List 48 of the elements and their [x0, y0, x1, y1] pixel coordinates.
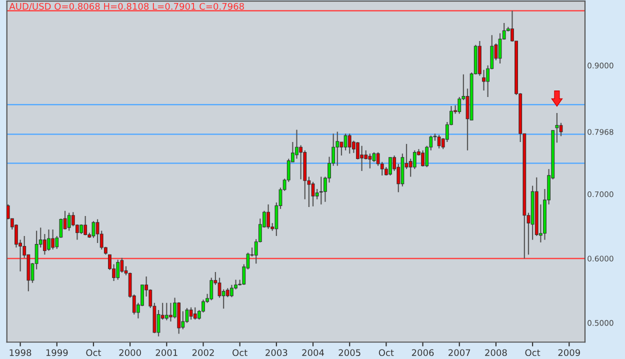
candlestick	[360, 145, 364, 172]
candlestick	[42, 233, 46, 256]
candlestick	[421, 150, 424, 168]
x-tick-label: 2007	[448, 349, 470, 356]
candlestick	[266, 204, 270, 230]
x-tick-label: 2005	[338, 349, 360, 356]
candlestick	[116, 259, 120, 280]
x-tick-label: Oct	[525, 349, 540, 356]
x-tick-label: Oct	[232, 349, 248, 356]
candlestick	[388, 156, 392, 176]
candlestick	[559, 122, 563, 137]
candlestick	[226, 288, 230, 298]
candlestick	[67, 212, 71, 232]
candlestick	[92, 220, 96, 238]
x-tick-label: 1998	[10, 349, 32, 356]
x-tick-label: Oct	[378, 349, 394, 356]
x-tick-label: 2004	[302, 349, 324, 356]
candlestick	[189, 306, 193, 320]
x-tick-label: Oct	[86, 349, 102, 356]
candlestick	[84, 215, 88, 236]
x-tick-label: 2008	[485, 349, 507, 356]
candlestick	[164, 302, 168, 321]
candlestick	[368, 153, 372, 169]
candlestick	[319, 176, 323, 205]
candlestick	[193, 306, 197, 320]
x-tick-label: 2000	[119, 349, 141, 356]
candlestick	[458, 96, 462, 114]
x-tick-label: 2006	[412, 349, 434, 356]
candlestick	[348, 133, 352, 154]
candlestick	[498, 32, 502, 64]
candlestick	[311, 181, 315, 207]
x-tick-label: 2001	[156, 349, 178, 356]
candlestick	[295, 129, 298, 160]
chart-title: AUD/USD O=0.8068 H=0.8108 L=0.7901 C=0.7968	[9, 2, 244, 10]
candlestick	[336, 131, 340, 166]
x-tick-label: 1999	[46, 349, 68, 356]
candlestick	[344, 133, 348, 151]
candlestick	[210, 277, 214, 301]
candlestick	[437, 134, 441, 149]
x-tick-label: 2009	[558, 349, 580, 356]
candlestick	[47, 228, 50, 252]
candlestick	[51, 228, 55, 250]
x-tick-label: 2002	[192, 349, 214, 356]
x-tick-label: 2003	[266, 349, 288, 356]
candlestick	[169, 302, 172, 322]
candlestick	[299, 144, 303, 180]
candlestick	[555, 112, 559, 144]
candlestick	[412, 150, 416, 170]
